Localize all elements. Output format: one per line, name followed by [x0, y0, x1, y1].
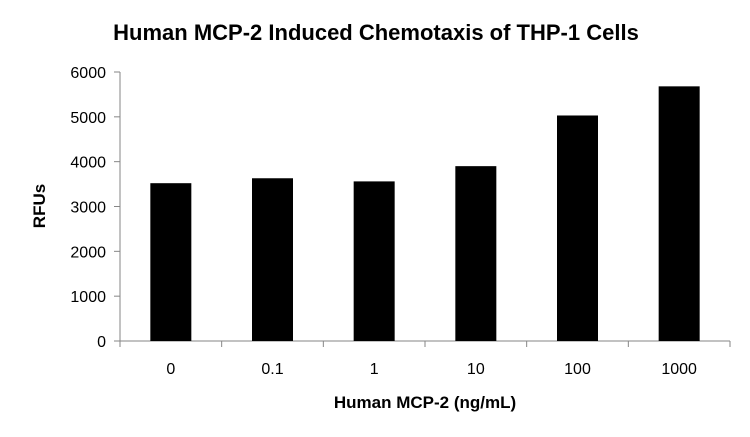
bar [658, 86, 700, 341]
y-tick-label: 4000 [70, 155, 106, 172]
x-tick-label: 0 [166, 361, 175, 378]
plot-area: 0 1000 2000 3000 4000 5000 6000 0 0.1 1 10 100 1000 [70, 65, 731, 378]
x-tick-label: 1000 [661, 361, 697, 378]
y-tick-label: 6000 [70, 65, 106, 82]
y-tick-label: 0 [97, 334, 106, 351]
x-axis-title: Human MCP-2 (ng/mL) [334, 393, 516, 412]
bar [455, 166, 497, 341]
x-tick-label: 0.1 [261, 361, 283, 378]
bar [150, 183, 192, 341]
x-tick-label: 1 [370, 361, 379, 378]
y-tick-label: 5000 [70, 110, 106, 127]
y-tick-label: 2000 [70, 244, 106, 261]
y-tick-label: 3000 [70, 200, 106, 217]
bar [353, 181, 395, 341]
bar [557, 115, 598, 341]
y-axis-title: RFUs [30, 184, 49, 228]
y-tick-label: 1000 [70, 289, 106, 306]
chart-title: Human MCP-2 Induced Chemotaxis of THP-1 … [113, 20, 639, 45]
bar [252, 178, 293, 341]
x-tick-label: 100 [564, 361, 591, 378]
x-tick-label: 10 [467, 361, 485, 378]
